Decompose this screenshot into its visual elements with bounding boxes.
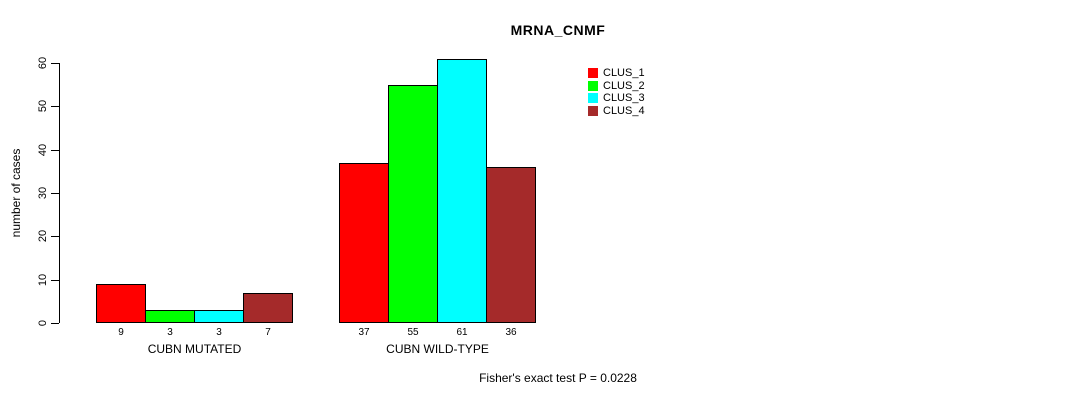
y-tick-label: 50 [37, 100, 49, 113]
bar-value-label: 3 [216, 327, 222, 338]
y-tick-label: 60 [37, 56, 49, 70]
bar [145, 310, 195, 323]
bar-value-label: 55 [407, 327, 419, 338]
bar-value-label: 61 [456, 327, 468, 338]
y-tick [51, 323, 59, 324]
chart-title: MRNA_CNMF [510, 22, 606, 38]
bar [194, 310, 244, 323]
y-tick-label: 20 [37, 230, 49, 243]
bar [96, 284, 146, 323]
legend-label: CLUS_1 [603, 67, 645, 79]
y-axis-line [59, 63, 60, 323]
group-label: CUBN WILD-TYPE [386, 342, 489, 356]
y-tick [51, 193, 59, 194]
y-tick [51, 106, 59, 108]
legend-swatch [588, 81, 598, 91]
bar-value-label: 7 [265, 327, 271, 338]
y-tick-label: 10 [37, 273, 49, 286]
group-label: CUBN MUTATED [147, 342, 242, 356]
legend-swatch [588, 106, 598, 116]
y-tick-label: 40 [37, 143, 49, 156]
legend-label: CLUS_3 [603, 92, 645, 104]
legend-label: CLUS_4 [603, 105, 645, 117]
y-tick [51, 63, 59, 64]
legend-swatch [588, 68, 598, 78]
bar-value-label: 3 [167, 327, 173, 338]
bar [388, 85, 438, 323]
bar [339, 163, 389, 323]
y-tick [51, 279, 59, 281]
bar [486, 167, 536, 323]
y-tick-label: 0 [37, 319, 49, 327]
y-tick-label: 30 [37, 186, 49, 200]
y-axis-title: number of cases [9, 148, 23, 238]
stat-annotation: Fisher's exact test P = 0.0228 [479, 371, 637, 385]
bar [243, 293, 293, 323]
legend-label: CLUS_2 [603, 80, 645, 92]
bar-value-label: 9 [118, 327, 124, 338]
bar-value-label: 36 [505, 327, 517, 338]
bar [437, 59, 487, 323]
legend-swatch [588, 93, 598, 103]
y-tick [51, 236, 59, 238]
y-tick [51, 149, 59, 151]
bar-value-label: 37 [358, 327, 370, 338]
